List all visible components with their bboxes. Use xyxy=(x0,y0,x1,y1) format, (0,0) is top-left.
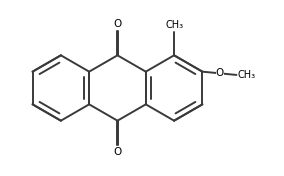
Text: O: O xyxy=(216,68,224,78)
Text: O: O xyxy=(113,19,122,29)
Text: CH₃: CH₃ xyxy=(165,20,183,30)
Text: O: O xyxy=(113,147,122,157)
Text: CH₃: CH₃ xyxy=(237,70,255,80)
